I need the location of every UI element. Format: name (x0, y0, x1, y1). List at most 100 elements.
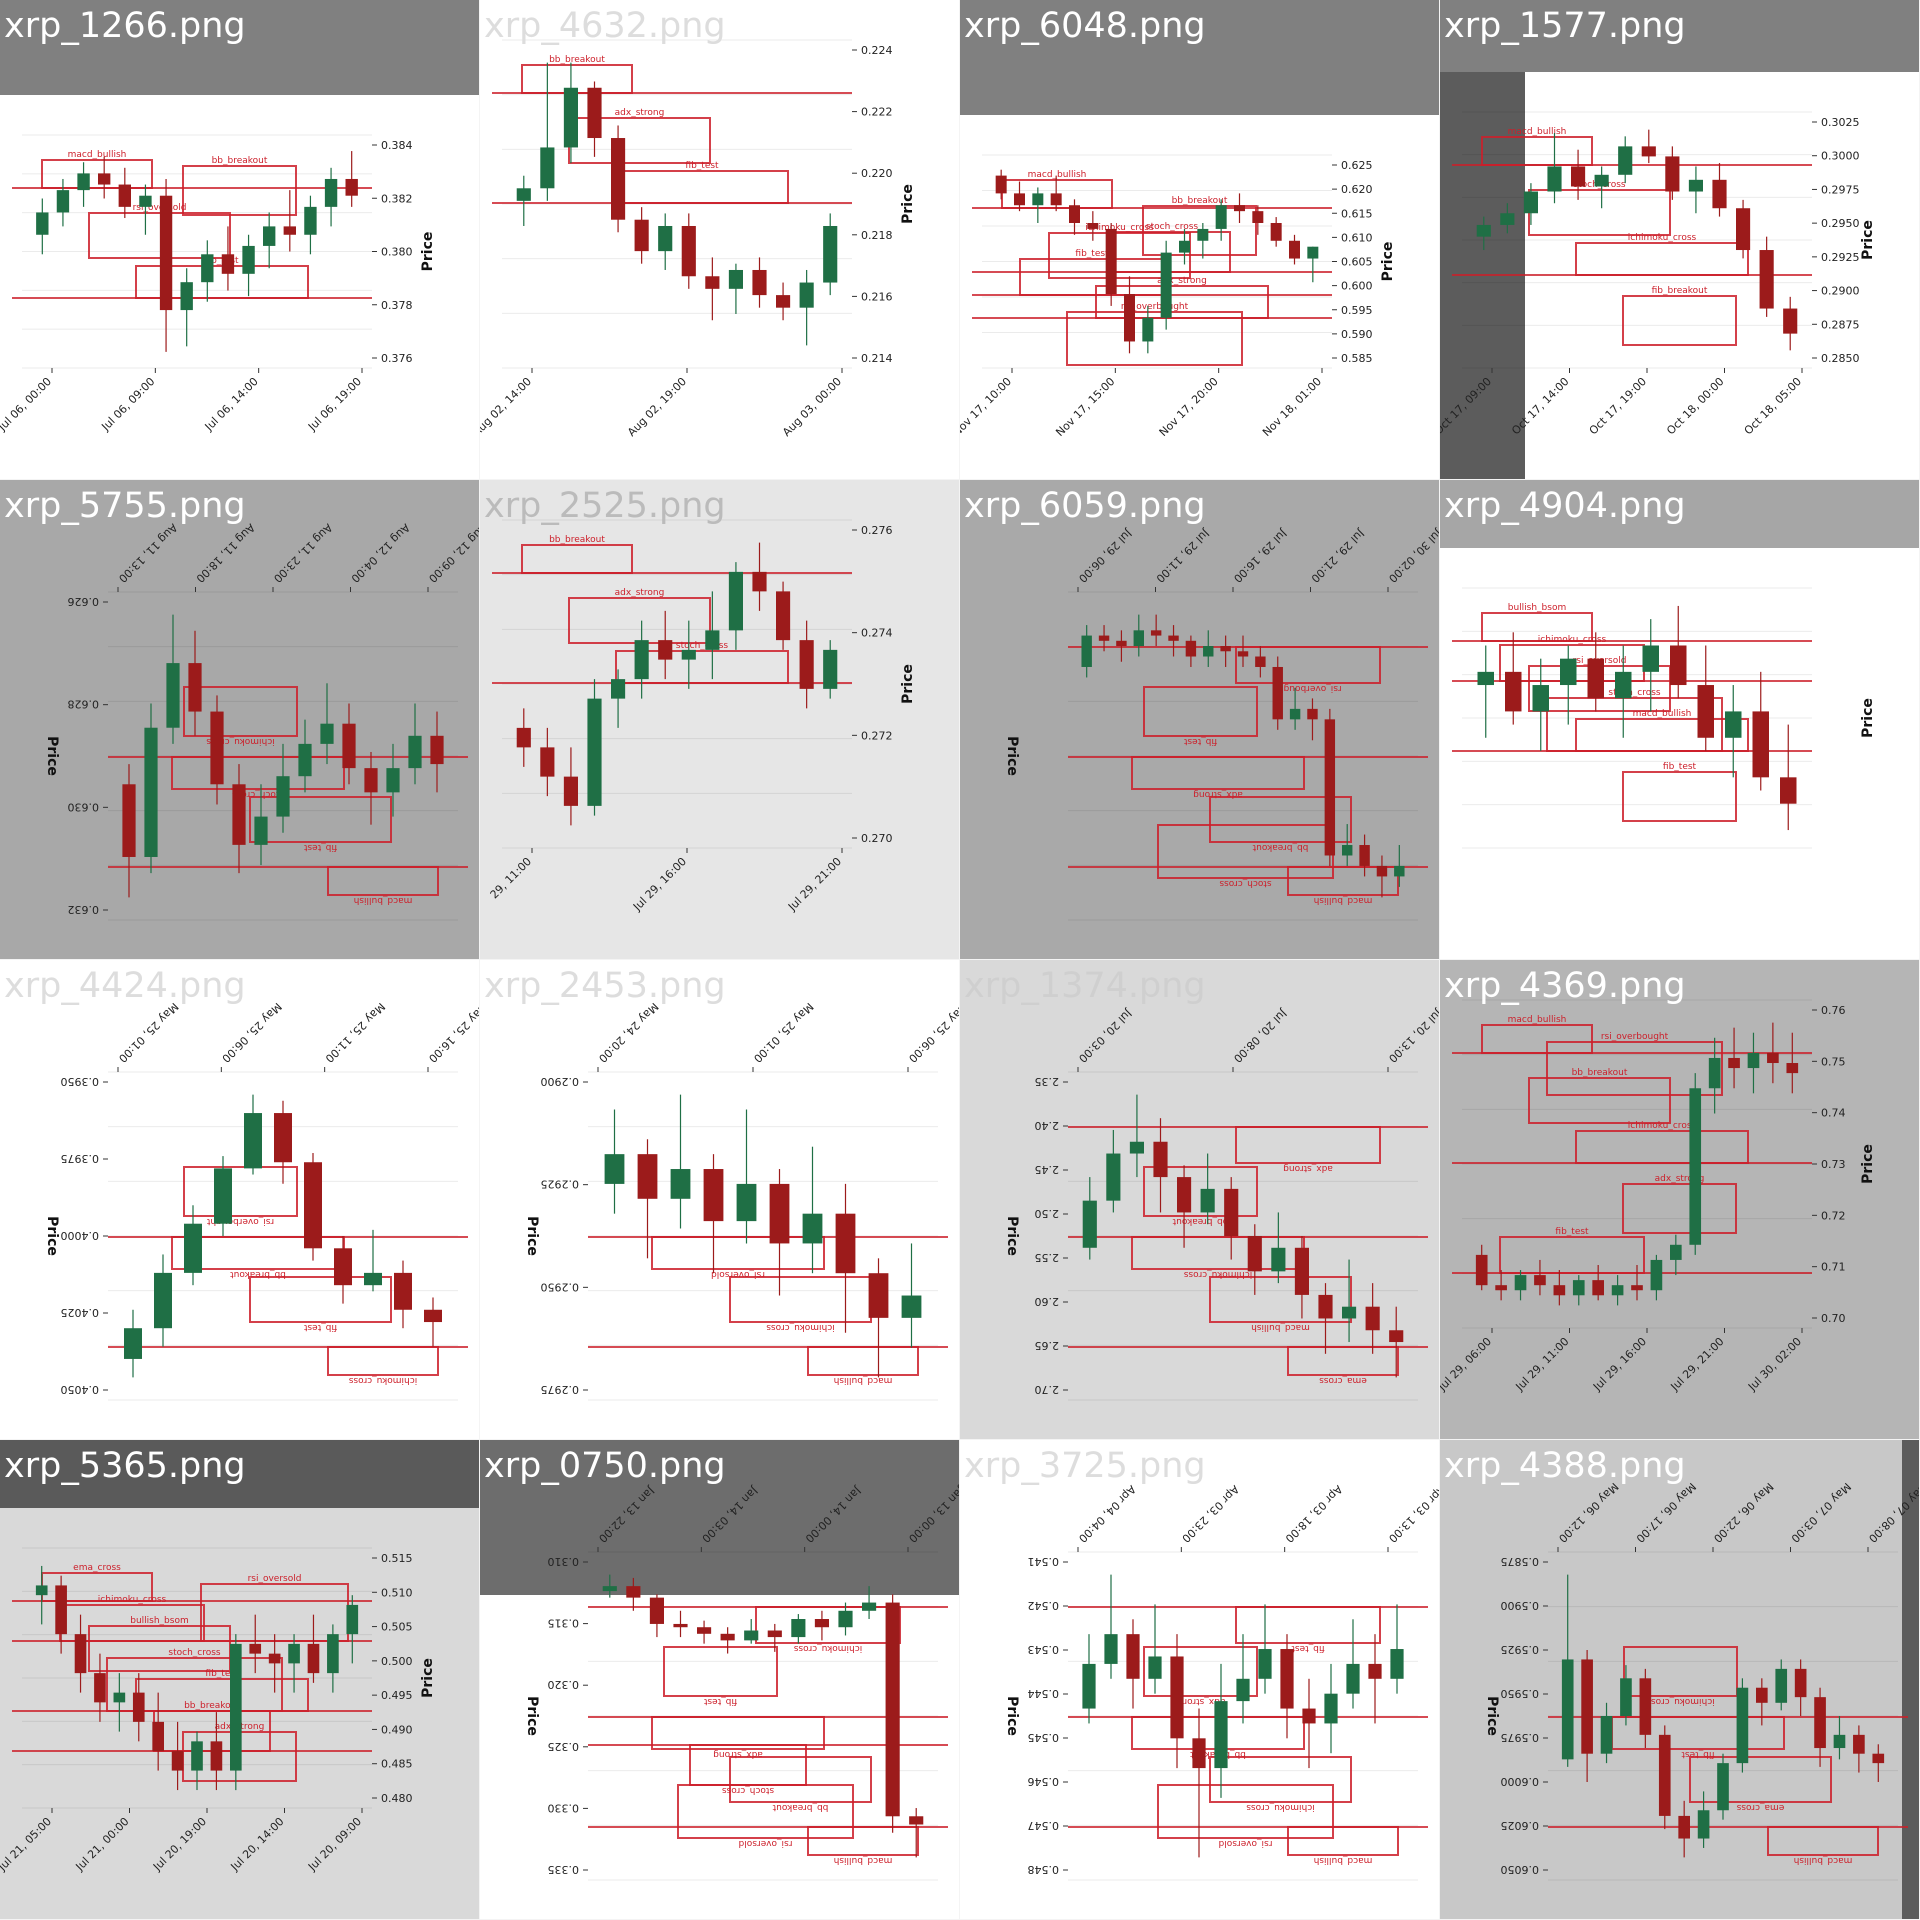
y-tick-label: 0.5975 (1501, 1731, 1540, 1744)
candle-body (98, 173, 111, 185)
annotation-label: fib_test (1555, 1227, 1589, 1237)
candle-body (1081, 635, 1092, 667)
candle-body (430, 735, 444, 765)
candle-body (1050, 193, 1062, 206)
y-tick-label: 0.218 (861, 229, 893, 242)
candle-body (1368, 1663, 1382, 1679)
candle-body (649, 1597, 664, 1624)
annotation-label: ichimoku_cross (206, 736, 275, 746)
candle-body (885, 1602, 900, 1817)
y-axis-label: Price (420, 232, 436, 272)
candle-body (1736, 1687, 1749, 1764)
candle-body (1571, 166, 1586, 187)
y-tick-label: 0.70 (1821, 1312, 1846, 1325)
y-tick-label: 0.615 (1341, 207, 1373, 220)
candle-body (799, 640, 814, 689)
candle-body (191, 1741, 203, 1771)
annotation-label: adx_strong (615, 588, 665, 598)
annotation-label: macd_bullish (354, 895, 413, 905)
annotation-box (729, 1756, 872, 1803)
candle-body (242, 245, 255, 274)
candle-body (1197, 228, 1209, 241)
candle-body (1495, 1285, 1507, 1291)
y-tick-label: 2.70 (1035, 1383, 1060, 1396)
candle-body (1224, 1188, 1239, 1236)
annotation-label: macd_bullish (1633, 709, 1692, 719)
candle-body (1289, 240, 1300, 259)
candle-body (154, 1272, 172, 1329)
annotation-label: bb_breakout (549, 535, 605, 545)
annotation-label: macd_bullish (834, 1375, 893, 1385)
chart-tile: 0.384 0.382 0.380 0.378 0.376 Price Jul 06, 00… (0, 0, 480, 480)
y-tick-label: 0.380 (381, 246, 413, 259)
y-axis-label: Price (900, 664, 916, 704)
annotation-box (1142, 205, 1257, 256)
annotation-label: fib_test (703, 1696, 737, 1706)
candle-body (221, 254, 235, 274)
candle-body (1376, 865, 1388, 877)
annotation-box (1143, 686, 1258, 737)
candle-body (728, 269, 743, 289)
candle-body (1170, 1656, 1184, 1739)
y-tick-label: 0.376 (381, 352, 413, 365)
candle-body (1561, 1659, 1574, 1760)
candle-body (838, 1610, 853, 1628)
annotation-label: rsi_oversold (248, 1574, 302, 1584)
candle-body (1736, 208, 1751, 251)
candle-body (1082, 1663, 1096, 1709)
candle-body (1215, 205, 1227, 229)
y-tick-label: 0.3000 (1821, 150, 1860, 163)
candle-body (1203, 646, 1214, 657)
candle-body (1717, 1763, 1729, 1811)
candle-body (823, 649, 838, 689)
candle-body (1618, 146, 1633, 175)
candle-body (394, 1272, 412, 1310)
candle-body (744, 1630, 759, 1641)
candle-body (124, 1328, 142, 1359)
candle-body (1185, 640, 1197, 657)
y-axis-label: Price (524, 1216, 540, 1256)
side-band (1902, 1440, 1919, 1919)
candle-body (1289, 708, 1301, 720)
annotation-label: stoch_cross (676, 641, 729, 651)
candle-body (1177, 1177, 1192, 1213)
candle-body (1775, 1668, 1788, 1703)
candle-body (276, 776, 290, 817)
annotation-label: bullish_bsom (1508, 603, 1567, 613)
y-tick-label: 0.378 (381, 299, 413, 312)
candle-body (144, 727, 158, 857)
candle-body (1514, 1275, 1527, 1291)
tile-background (0, 480, 479, 959)
annotation-label: stoch_cross (232, 789, 285, 799)
annotation-label: ichimoku_cross (1085, 223, 1154, 233)
candle-body (1200, 1188, 1215, 1213)
candle-body (1258, 1649, 1272, 1679)
candlestick-chart: 2.702.652.602.552.502.452.402.35PriceJul… (960, 960, 1439, 1439)
candle-body (604, 1154, 625, 1184)
candle-body (1237, 651, 1249, 657)
candle-body (1581, 1659, 1593, 1754)
y-tick-label: 0.2950 (1821, 217, 1860, 230)
candle-body (587, 87, 602, 139)
chart-tile: 0.2975 0.2950 0.2925 0.2900 Price May 25, 06:… (480, 960, 960, 1440)
chart-tile: 0.276 0.274 0.272 0.270 Price 29, 11:00 Jul 29… (480, 480, 960, 960)
candle-body (274, 1113, 292, 1163)
y-tick-label: 0.600 (1341, 280, 1373, 293)
candle-body (334, 1248, 352, 1286)
candle-body (835, 1213, 856, 1274)
candle-body (1658, 1734, 1671, 1816)
candle-body (304, 206, 317, 235)
y-tick-label: 0.515 (381, 1552, 413, 1565)
annotation-label: adx_strong (1157, 276, 1207, 286)
y-tick-label: 0.628 (68, 698, 100, 711)
candle-body (1786, 1063, 1799, 1074)
candle-body (1747, 1052, 1760, 1069)
candle-body (1572, 1280, 1585, 1296)
y-tick-label: 0.2975 (541, 1383, 580, 1396)
candlestick-chart: 0.625 0.620 0.615 0.610 0.605 0.600 0.595 0.590… (960, 0, 1439, 479)
candle-body (342, 723, 356, 769)
y-tick-label: 0.548 (1028, 1863, 1060, 1876)
candle-body (345, 178, 358, 196)
candle-body (1725, 711, 1742, 738)
